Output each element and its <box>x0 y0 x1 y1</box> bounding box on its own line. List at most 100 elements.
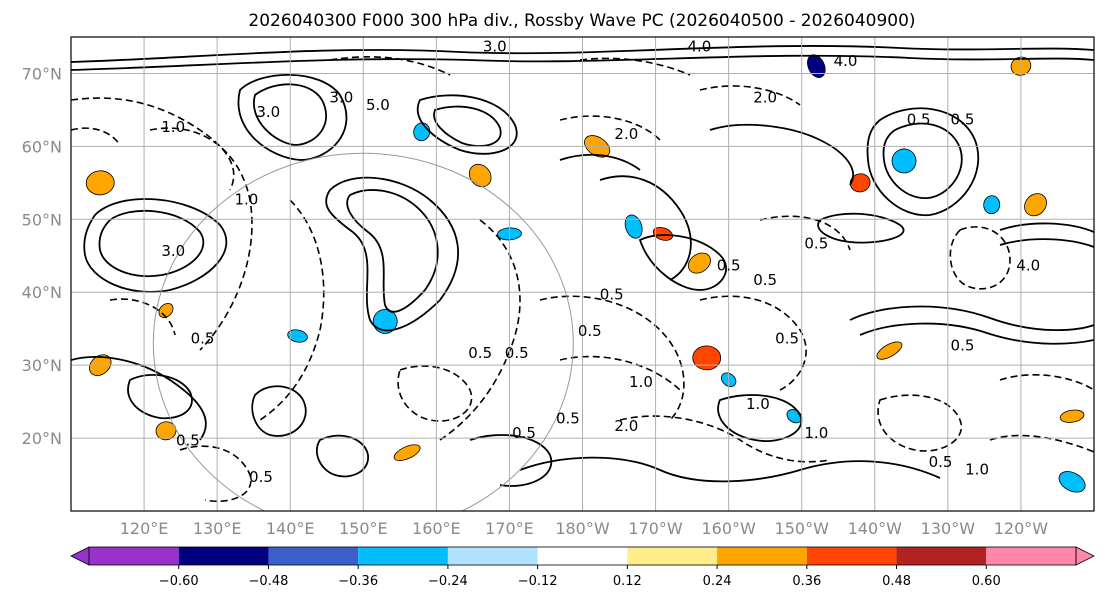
divergence-patch <box>1058 471 1086 493</box>
negative-contour-line <box>579 57 691 76</box>
contour-value-label: 2.0 <box>614 417 638 435</box>
negative-contour-line <box>149 127 253 351</box>
positive-contour-line <box>251 385 307 437</box>
contour-value-label: 0.5 <box>907 111 931 129</box>
positive-contour-line <box>999 222 1094 233</box>
contour-value-label: 0.5 <box>468 344 492 362</box>
positive-contour-line <box>519 456 941 483</box>
negative-contour-line <box>699 85 801 106</box>
chart-title: 2026040300 F000 300 hPa div., Rossby Wav… <box>248 11 915 31</box>
colorbar: −0.60 −0.48 −0.36 −0.24 −0.12 0.12 0.24 0.36 0.4… <box>70 546 1095 589</box>
colorbar-over-extend <box>1075 546 1095 566</box>
divergence-patch <box>85 170 115 196</box>
negative-contour-line <box>71 97 235 191</box>
positive-contour-line <box>346 189 439 313</box>
contour-value-label: 1.0 <box>804 424 828 442</box>
negative-contour-line <box>329 56 451 76</box>
projection-arc <box>152 152 574 511</box>
negative-contour-line <box>397 365 473 422</box>
colorbar-swatch <box>986 547 1076 565</box>
divergence-patch <box>624 214 643 239</box>
contour-value-label: 5.0 <box>366 96 390 114</box>
x-tick-label: 160°E <box>412 519 461 538</box>
graticule <box>71 37 1094 511</box>
x-tick-label: 140°E <box>266 519 315 538</box>
positive-contour-line <box>717 394 803 442</box>
negative-contour-line <box>71 127 121 146</box>
contour-value-label: 4.0 <box>1016 256 1040 274</box>
x-tick-label: 130°W <box>921 519 976 538</box>
positive-contour-line <box>709 123 855 186</box>
x-tick-label: 150°E <box>339 519 388 538</box>
contour-value-label: 0.5 <box>512 424 536 442</box>
negative-contour-line <box>999 374 1094 391</box>
contour-value-label: 0.5 <box>556 409 580 427</box>
negative-contour-line <box>699 295 807 391</box>
contour-value-label: 3.0 <box>161 242 185 260</box>
negative-contour-line <box>619 415 831 463</box>
divergence-patch <box>876 341 903 360</box>
colorbar-tick-label: 0.24 <box>703 574 732 589</box>
contour-value-label: 1.0 <box>234 191 258 209</box>
negative-contour-line <box>179 445 252 502</box>
positive-contour-line <box>469 434 553 487</box>
colorbar-frame <box>88 546 1077 566</box>
x-tick-label: 170°W <box>628 519 683 538</box>
colorbar-swatch <box>896 547 987 565</box>
colorbar-swatch <box>717 547 807 565</box>
y-tick-label: 30°N <box>22 356 62 375</box>
contour-value-label: 2.0 <box>614 125 638 143</box>
contour-value-label: 2.0 <box>753 89 777 107</box>
contour-value-label: 0.5 <box>929 453 953 471</box>
negative-contour-line <box>259 199 325 421</box>
y-tick-label: 60°N <box>22 137 62 156</box>
x-tick-label: 140°W <box>848 519 903 538</box>
divergence-patch <box>287 329 308 343</box>
x-tick-label: 160°W <box>701 519 756 538</box>
negative-contour-line <box>559 355 681 391</box>
contour-value-label: 0.5 <box>951 111 975 129</box>
x-tick-label: 180°W <box>555 519 610 538</box>
colorbar-tick-label: −0.24 <box>428 574 468 589</box>
divergence-patch <box>652 227 673 241</box>
divergence-patch <box>1059 409 1085 423</box>
divergence-patch <box>468 163 492 188</box>
negative-contour-line <box>877 394 963 452</box>
colorbar-swatch <box>537 547 628 565</box>
x-tick-label: 170°E <box>485 519 534 538</box>
contour-label-layer: 3.0 1.0 3.0 5.0 3.0 1.0 0.5 0.5 0.5 0.5 0.5 1.0 2.0 0… <box>161 38 1040 486</box>
contour-value-label: 4.0 <box>834 52 858 70</box>
positive-contour-line <box>325 176 460 332</box>
contour-value-label: 0.5 <box>753 271 777 289</box>
colorbar-swatch <box>447 547 538 565</box>
negative-contour-line <box>539 295 685 421</box>
negative-contour-line <box>439 219 521 441</box>
contour-value-label: 3.0 <box>483 38 507 56</box>
contour-value-label: 0.5 <box>951 337 975 355</box>
x-tick-label: 130°E <box>193 519 242 538</box>
divergence-patch <box>983 195 1001 215</box>
contour-value-label: 4.0 <box>687 38 711 56</box>
positive-contour-line <box>882 122 963 199</box>
colorbar-swatch <box>178 547 269 565</box>
colorbar-tick-label: −0.12 <box>518 574 558 589</box>
colorbar-under-extend <box>70 546 90 566</box>
contour-value-label: 3.0 <box>256 103 280 121</box>
contour-value-label: 0.5 <box>578 322 602 340</box>
divergence-patch <box>891 148 917 174</box>
y-tick-label: 70°N <box>22 64 62 83</box>
positive-contour-line <box>559 153 641 171</box>
contour-value-label: 1.0 <box>161 118 185 136</box>
colorbar-swatch <box>89 547 179 565</box>
contour-value-label: 0.5 <box>191 329 215 347</box>
positive-contour-line <box>71 45 1094 63</box>
y-axis-ticks: 20°N 30°N 40°N 50°N 60°N 70°N <box>22 64 62 448</box>
negative-contour-line <box>949 226 1011 290</box>
divergence-patch <box>1024 193 1047 217</box>
contour-value-label: 0.5 <box>600 286 624 304</box>
rossby-wave-contour-layer <box>71 45 1094 502</box>
contour-value-label: 3.0 <box>329 89 353 107</box>
positive-contour-line <box>866 107 980 216</box>
map-frame <box>70 36 1095 512</box>
